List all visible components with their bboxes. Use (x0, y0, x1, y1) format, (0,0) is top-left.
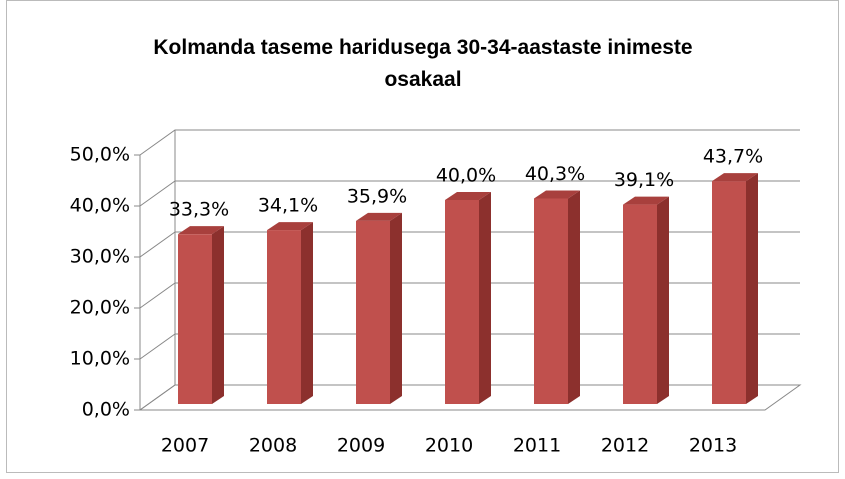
y-tick-label: 20,0% (70, 297, 130, 319)
y-tick-label: 40,0% (70, 195, 130, 217)
data-label: 40,3% (525, 163, 585, 185)
bar (623, 196, 669, 404)
bar (178, 226, 224, 404)
bar-top (445, 192, 491, 200)
bar (712, 173, 758, 404)
bar-front (445, 200, 479, 404)
grid-line (139, 180, 800, 207)
y-tick-label: 0,0% (82, 399, 130, 421)
x-tick-label: 2013 (689, 435, 737, 457)
grid-line (139, 384, 800, 411)
chart-title: Kolmanda taseme haridusega 30-34-aastast… (153, 36, 692, 91)
title-line: osakaal (384, 68, 461, 91)
x-tick-label: 2012 (601, 435, 649, 457)
x-tick-label: 2010 (425, 435, 473, 457)
grid-line (139, 231, 800, 258)
bar-side (212, 226, 224, 404)
bar-top (178, 226, 224, 235)
data-label: 40,0% (436, 165, 496, 187)
bar (356, 212, 402, 404)
data-label: 43,7% (703, 146, 763, 168)
bar-top (712, 173, 758, 182)
bar-top (356, 212, 402, 221)
bar-front (267, 230, 301, 404)
grid-line (139, 282, 800, 309)
data-label: 35,9% (347, 185, 407, 207)
x-tick-label: 2009 (337, 435, 385, 457)
bar-top (623, 196, 669, 205)
bar (534, 190, 580, 404)
bar-front (178, 234, 212, 404)
bar (445, 192, 491, 404)
title-line: Kolmanda taseme haridusega 30-34-aastast… (153, 36, 692, 59)
chart-border (6, 0, 839, 473)
x-tick-label: 2011 (513, 435, 561, 457)
bar (267, 222, 313, 404)
y-tick-label: 30,0% (70, 246, 130, 268)
bar-front (356, 220, 390, 404)
bar-top (267, 222, 313, 231)
bar-side (301, 222, 313, 404)
bar-side (390, 212, 402, 404)
data-label: 34,1% (258, 195, 318, 217)
bar-front (712, 181, 746, 404)
bar-side (479, 192, 491, 404)
bar-front (534, 198, 568, 404)
x-tick-label: 2007 (161, 435, 209, 457)
bar-side (657, 196, 669, 404)
y-tick-label: 50,0% (70, 144, 130, 166)
bar-front (623, 204, 657, 404)
grid-line (139, 129, 800, 156)
data-label: 33,3% (169, 199, 229, 221)
x-tick-label: 2008 (249, 435, 297, 457)
y-tick-label: 10,0% (70, 348, 130, 370)
grid-line (139, 333, 800, 360)
bar-top (534, 190, 580, 199)
data-label: 39,1% (614, 169, 674, 191)
bar-side (568, 190, 580, 404)
bar-side (746, 173, 758, 404)
